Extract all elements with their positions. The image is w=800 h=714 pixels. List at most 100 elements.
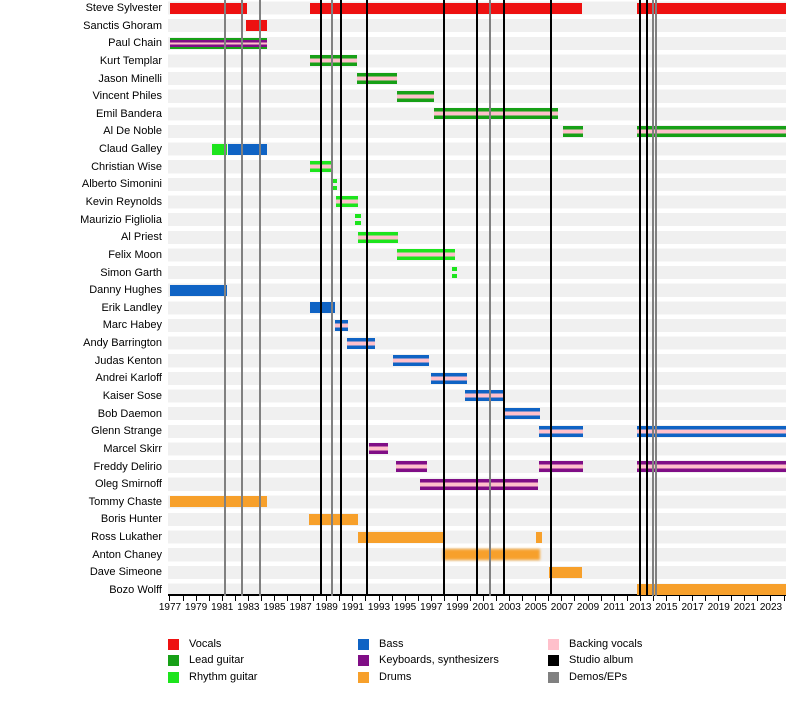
timeline-bar-lead — [309, 55, 357, 67]
legend-label: Vocals — [189, 638, 222, 650]
timeline-bar-keys — [539, 461, 583, 473]
timeline-bar-rhythm — [355, 214, 361, 226]
legend-label: Studio album — [569, 654, 634, 667]
x-axis-tick — [770, 596, 772, 601]
timeline-bar-bass — [309, 302, 335, 314]
x-axis-tick — [365, 596, 367, 601]
member-label: Tommy Chaste — [88, 495, 162, 508]
demo-ep-line — [651, 0, 654, 596]
x-axis-tick-label: 1983 — [237, 602, 260, 613]
timeline-bar-bass — [346, 337, 376, 349]
studio-album-line — [476, 0, 478, 596]
x-axis-tick — [443, 596, 445, 601]
timeline-bar-bass — [169, 284, 227, 296]
timeline-bar-keys — [419, 478, 539, 490]
x-axis-tick — [456, 596, 458, 601]
x-axis-tick — [483, 596, 485, 601]
x-axis-tick — [339, 596, 341, 601]
x-axis-tick — [509, 596, 511, 601]
timeline-bar-rhythm — [331, 178, 338, 190]
timeline-bar-vocals — [169, 2, 247, 14]
legend: Vocals Lead guitar Rhythm guitar Bass Keyboa… — [0, 635, 800, 695]
timeline-bar-bass — [503, 408, 540, 420]
legend-swatch — [168, 671, 179, 683]
member-label: Kurt Templar — [99, 54, 162, 67]
x-axis-tick — [195, 596, 197, 601]
member-label: Al Priest — [121, 231, 162, 244]
x-axis-tick — [430, 596, 432, 601]
x-axis-tick — [587, 596, 589, 601]
member-label: Bob Daemon — [97, 407, 162, 420]
x-axis-tick — [705, 596, 707, 601]
x-axis-tick — [313, 596, 315, 601]
legend-label: Rhythm guitar — [189, 670, 258, 683]
timeline-bar-lead — [563, 125, 583, 137]
timeline-bar-vocals — [309, 2, 582, 14]
timeline-bar-vocals — [637, 2, 786, 14]
member-label: Sanctis Ghoram — [83, 19, 162, 32]
x-axis-tick — [273, 596, 275, 601]
timeline-bar-drums — [548, 566, 582, 578]
x-axis-tick — [326, 596, 328, 601]
x-axis-tick-label: 1997 — [420, 602, 443, 613]
member-label: Anton Chaney — [92, 548, 162, 561]
x-axis-tick-label: 2007 — [550, 602, 574, 613]
member-labels: Steve Sylvester Sanctis Ghoram Paul Chain K… — [0, 0, 165, 596]
demo-ep-line — [223, 0, 226, 596]
x-axis-tick — [626, 596, 628, 601]
x-axis-tick-label: 1999 — [446, 602, 469, 613]
demo-ep-line — [654, 0, 657, 596]
studio-album-line — [319, 0, 322, 596]
x-axis-tick-label: 1981 — [211, 602, 234, 613]
member-label: Bozo Wolff — [109, 583, 162, 596]
timeline-bar-vocals — [246, 20, 267, 32]
member-label: Al De Noble — [103, 125, 162, 138]
legend-swatch — [358, 655, 369, 667]
timeline-bar-bass — [465, 390, 505, 402]
member-label: Boris Hunter — [100, 513, 162, 526]
x-axis-tick — [221, 596, 223, 601]
member-label: Jason Minelli — [98, 72, 162, 85]
x-axis-tick-label: 1979 — [184, 602, 208, 613]
timeline-bar-bass — [431, 372, 467, 384]
x-axis-tick — [600, 596, 602, 601]
x-axis-tick — [404, 596, 406, 601]
legend-label: Lead guitar — [189, 654, 245, 667]
x-axis-tick — [247, 596, 249, 601]
x-axis-tick — [574, 596, 576, 601]
x-axis-tick-label: 2003 — [498, 602, 521, 613]
timeline-bar-drums — [309, 513, 359, 525]
timeline-bar-keys — [637, 461, 786, 473]
member-label: Danny Hughes — [89, 284, 162, 297]
member-label: Vincent Philes — [92, 90, 162, 103]
x-axis-tick-label: 2011 — [603, 602, 625, 613]
x-axis-tick-label: 2001 — [472, 602, 495, 613]
member-label: Andy Barrington — [83, 337, 162, 350]
timeline-bar-drums — [358, 531, 445, 543]
member-label: Paul Chain — [108, 37, 162, 50]
x-axis-tick — [744, 596, 746, 601]
studio-album-line — [502, 0, 505, 596]
x-axis-tick — [300, 596, 302, 601]
timeline-bar-keys — [368, 443, 389, 455]
x-axis-tick — [783, 596, 785, 601]
x-axis-tick — [417, 596, 419, 601]
timeline-bar-lead — [356, 73, 398, 85]
member-label: Kevin Reynolds — [85, 195, 162, 208]
member-label: Ross Lukather — [91, 531, 162, 544]
x-axis-tick-label: 1987 — [289, 602, 312, 613]
x-axis-tick — [522, 596, 524, 601]
member-label: Judas Kenton — [94, 354, 162, 367]
x-axis-tick — [639, 596, 641, 601]
timeline-bar-rhythm — [211, 143, 228, 155]
x-axis-tick — [692, 596, 694, 601]
x-axis-tick-label: 1977 — [158, 602, 182, 613]
legend-swatch — [548, 655, 559, 667]
x-axis-tick-label: 2021 — [733, 602, 756, 613]
x-axis-tick-label: 1985 — [263, 602, 286, 613]
timeline-bar-rhythm — [358, 231, 398, 243]
legend-swatch — [358, 639, 369, 650]
member-label: Maurizio Figliolia — [80, 213, 162, 226]
x-axis-tick — [535, 596, 537, 601]
legend-label: Bass — [379, 638, 404, 650]
